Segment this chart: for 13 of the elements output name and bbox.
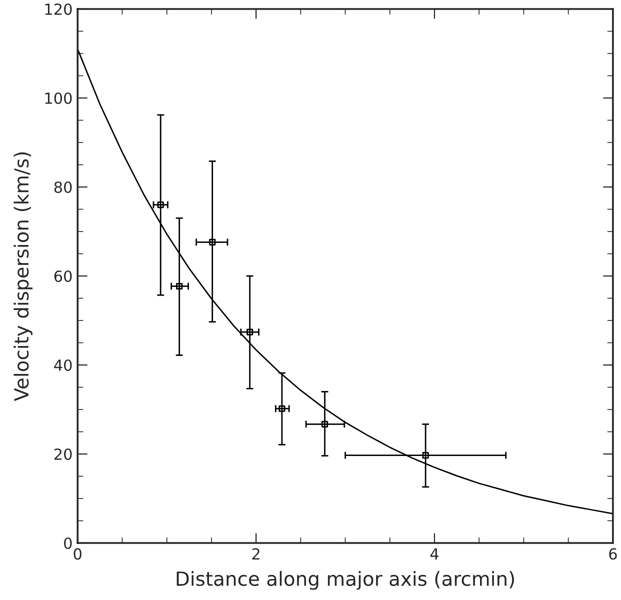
y-tick-label: 80 — [54, 181, 72, 194]
x-axis-title: Distance along major axis (arcmin) — [176, 570, 514, 590]
x-tick-label: 4 — [430, 548, 438, 560]
y-tick-label: 60 — [54, 270, 72, 282]
y-tick-label: 20 — [54, 448, 72, 460]
y-tick-label: 40 — [54, 359, 72, 372]
y-axis-title: Velocity dispersion (km/s) — [14, 152, 32, 402]
x-tick-label: 2 — [252, 548, 260, 560]
x-tick-label: 6 — [609, 548, 617, 560]
y-tick-label: 0 — [64, 537, 72, 550]
x-tick-label: 0 — [74, 548, 82, 560]
y-tick-label: 120 — [45, 3, 72, 16]
y-tick-label: 100 — [45, 92, 72, 104]
